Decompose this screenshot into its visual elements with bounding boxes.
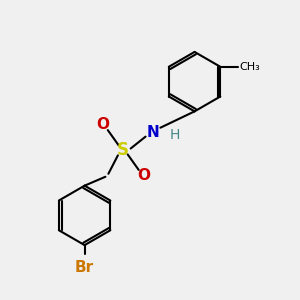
Text: N: N (147, 125, 159, 140)
Text: Br: Br (75, 260, 94, 275)
Text: CH₃: CH₃ (240, 62, 260, 72)
Text: O: O (138, 168, 151, 183)
Text: S: S (117, 141, 129, 159)
Text: O: O (96, 117, 109, 132)
Text: H: H (169, 128, 180, 142)
